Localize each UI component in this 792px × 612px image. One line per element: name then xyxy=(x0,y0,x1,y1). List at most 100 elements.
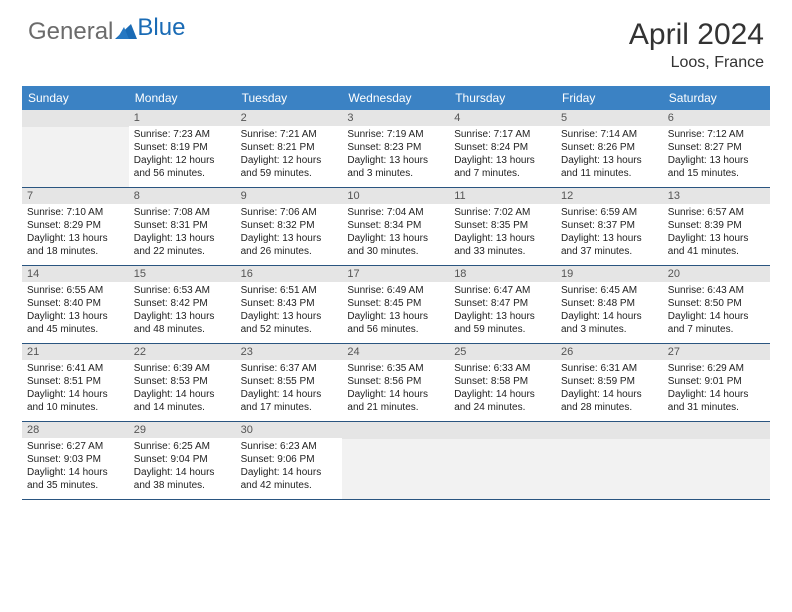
day-cell: 26Sunrise: 6:31 AMSunset: 8:59 PMDayligh… xyxy=(556,344,663,421)
day-content: Sunrise: 6:49 AMSunset: 8:45 PMDaylight:… xyxy=(342,282,449,340)
day-cell: 13Sunrise: 6:57 AMSunset: 8:39 PMDayligh… xyxy=(663,188,770,265)
day-content: Sunrise: 6:27 AMSunset: 9:03 PMDaylight:… xyxy=(22,438,129,496)
day-number: 10 xyxy=(342,188,449,204)
day-number: 19 xyxy=(556,266,663,282)
day-cell: 24Sunrise: 6:35 AMSunset: 8:56 PMDayligh… xyxy=(342,344,449,421)
day-content: Sunrise: 6:43 AMSunset: 8:50 PMDaylight:… xyxy=(663,282,770,340)
day-cell: 25Sunrise: 6:33 AMSunset: 8:58 PMDayligh… xyxy=(449,344,556,421)
day-cell: 21Sunrise: 6:41 AMSunset: 8:51 PMDayligh… xyxy=(22,344,129,421)
day-number: 30 xyxy=(236,422,343,438)
day-content: Sunrise: 6:39 AMSunset: 8:53 PMDaylight:… xyxy=(129,360,236,418)
day-cell: 18Sunrise: 6:47 AMSunset: 8:47 PMDayligh… xyxy=(449,266,556,343)
day-number: 23 xyxy=(236,344,343,360)
weekday-header: Monday xyxy=(129,86,236,110)
week-row: 14Sunrise: 6:55 AMSunset: 8:40 PMDayligh… xyxy=(22,266,770,344)
logo-icon xyxy=(115,18,137,46)
day-number: 21 xyxy=(22,344,129,360)
day-cell: 1Sunrise: 7:23 AMSunset: 8:19 PMDaylight… xyxy=(129,110,236,187)
week-row: 28Sunrise: 6:27 AMSunset: 9:03 PMDayligh… xyxy=(22,422,770,500)
logo-text-blue: Blue xyxy=(137,14,185,42)
day-number: 6 xyxy=(663,110,770,126)
day-number: 2 xyxy=(236,110,343,126)
day-number: 18 xyxy=(449,266,556,282)
weekday-header: Tuesday xyxy=(236,86,343,110)
week-row: 7Sunrise: 7:10 AMSunset: 8:29 PMDaylight… xyxy=(22,188,770,266)
day-number: 27 xyxy=(663,344,770,360)
day-cell: 16Sunrise: 6:51 AMSunset: 8:43 PMDayligh… xyxy=(236,266,343,343)
day-number: 3 xyxy=(342,110,449,126)
day-cell: 5Sunrise: 7:14 AMSunset: 8:26 PMDaylight… xyxy=(556,110,663,187)
empty-day xyxy=(663,422,770,499)
day-cell: 30Sunrise: 6:23 AMSunset: 9:06 PMDayligh… xyxy=(236,422,343,499)
day-cell: 28Sunrise: 6:27 AMSunset: 9:03 PMDayligh… xyxy=(22,422,129,499)
day-number: 17 xyxy=(342,266,449,282)
day-content: Sunrise: 7:10 AMSunset: 8:29 PMDaylight:… xyxy=(22,204,129,262)
day-content: Sunrise: 6:59 AMSunset: 8:37 PMDaylight:… xyxy=(556,204,663,262)
logo: General Blue xyxy=(28,18,185,46)
day-number: 7 xyxy=(22,188,129,204)
day-content: Sunrise: 7:02 AMSunset: 8:35 PMDaylight:… xyxy=(449,204,556,262)
day-content: Sunrise: 6:55 AMSunset: 8:40 PMDaylight:… xyxy=(22,282,129,340)
day-cell: 29Sunrise: 6:25 AMSunset: 9:04 PMDayligh… xyxy=(129,422,236,499)
weekday-header: Thursday xyxy=(449,86,556,110)
day-content: Sunrise: 6:31 AMSunset: 8:59 PMDaylight:… xyxy=(556,360,663,418)
weekday-header: Saturday xyxy=(663,86,770,110)
day-cell: 7Sunrise: 7:10 AMSunset: 8:29 PMDaylight… xyxy=(22,188,129,265)
day-cell: 4Sunrise: 7:17 AMSunset: 8:24 PMDaylight… xyxy=(449,110,556,187)
day-content: Sunrise: 6:53 AMSunset: 8:42 PMDaylight:… xyxy=(129,282,236,340)
day-number: 20 xyxy=(663,266,770,282)
day-number: 12 xyxy=(556,188,663,204)
day-cell: 2Sunrise: 7:21 AMSunset: 8:21 PMDaylight… xyxy=(236,110,343,187)
day-content: Sunrise: 6:33 AMSunset: 8:58 PMDaylight:… xyxy=(449,360,556,418)
empty-day xyxy=(342,422,449,499)
weekday-header: Friday xyxy=(556,86,663,110)
day-number: 11 xyxy=(449,188,556,204)
day-content: Sunrise: 6:35 AMSunset: 8:56 PMDaylight:… xyxy=(342,360,449,418)
logo-text-general: General xyxy=(28,18,113,46)
day-content: Sunrise: 6:45 AMSunset: 8:48 PMDaylight:… xyxy=(556,282,663,340)
day-content: Sunrise: 7:17 AMSunset: 8:24 PMDaylight:… xyxy=(449,126,556,184)
empty-day xyxy=(22,110,129,187)
calendar: SundayMondayTuesdayWednesdayThursdayFrid… xyxy=(22,86,770,500)
weekday-header-row: SundayMondayTuesdayWednesdayThursdayFrid… xyxy=(22,86,770,110)
day-cell: 9Sunrise: 7:06 AMSunset: 8:32 PMDaylight… xyxy=(236,188,343,265)
day-cell: 3Sunrise: 7:19 AMSunset: 8:23 PMDaylight… xyxy=(342,110,449,187)
title-block: April 2024 Loos, France xyxy=(629,18,764,72)
day-content: Sunrise: 6:47 AMSunset: 8:47 PMDaylight:… xyxy=(449,282,556,340)
location: Loos, France xyxy=(629,54,764,72)
day-content: Sunrise: 6:51 AMSunset: 8:43 PMDaylight:… xyxy=(236,282,343,340)
header: General Blue April 2024 Loos, France xyxy=(0,0,792,80)
day-number: 14 xyxy=(22,266,129,282)
day-cell: 12Sunrise: 6:59 AMSunset: 8:37 PMDayligh… xyxy=(556,188,663,265)
day-cell: 19Sunrise: 6:45 AMSunset: 8:48 PMDayligh… xyxy=(556,266,663,343)
week-row: 1Sunrise: 7:23 AMSunset: 8:19 PMDaylight… xyxy=(22,110,770,188)
day-content: Sunrise: 6:57 AMSunset: 8:39 PMDaylight:… xyxy=(663,204,770,262)
day-number: 9 xyxy=(236,188,343,204)
day-number: 4 xyxy=(449,110,556,126)
day-content: Sunrise: 6:37 AMSunset: 8:55 PMDaylight:… xyxy=(236,360,343,418)
day-number: 29 xyxy=(129,422,236,438)
day-number: 13 xyxy=(663,188,770,204)
day-content: Sunrise: 6:23 AMSunset: 9:06 PMDaylight:… xyxy=(236,438,343,496)
day-number: 22 xyxy=(129,344,236,360)
day-number: 8 xyxy=(129,188,236,204)
weekday-header: Sunday xyxy=(22,86,129,110)
day-cell: 15Sunrise: 6:53 AMSunset: 8:42 PMDayligh… xyxy=(129,266,236,343)
day-cell: 11Sunrise: 7:02 AMSunset: 8:35 PMDayligh… xyxy=(449,188,556,265)
day-cell: 17Sunrise: 6:49 AMSunset: 8:45 PMDayligh… xyxy=(342,266,449,343)
day-content: Sunrise: 7:14 AMSunset: 8:26 PMDaylight:… xyxy=(556,126,663,184)
day-content: Sunrise: 7:21 AMSunset: 8:21 PMDaylight:… xyxy=(236,126,343,184)
weeks-container: 1Sunrise: 7:23 AMSunset: 8:19 PMDaylight… xyxy=(22,110,770,500)
day-content: Sunrise: 7:06 AMSunset: 8:32 PMDaylight:… xyxy=(236,204,343,262)
day-cell: 27Sunrise: 6:29 AMSunset: 9:01 PMDayligh… xyxy=(663,344,770,421)
day-number: 15 xyxy=(129,266,236,282)
day-number: 16 xyxy=(236,266,343,282)
day-number: 25 xyxy=(449,344,556,360)
empty-day xyxy=(449,422,556,499)
day-content: Sunrise: 7:04 AMSunset: 8:34 PMDaylight:… xyxy=(342,204,449,262)
day-cell: 6Sunrise: 7:12 AMSunset: 8:27 PMDaylight… xyxy=(663,110,770,187)
weekday-header: Wednesday xyxy=(342,86,449,110)
month-title: April 2024 xyxy=(629,18,764,52)
day-cell: 20Sunrise: 6:43 AMSunset: 8:50 PMDayligh… xyxy=(663,266,770,343)
day-content: Sunrise: 7:08 AMSunset: 8:31 PMDaylight:… xyxy=(129,204,236,262)
